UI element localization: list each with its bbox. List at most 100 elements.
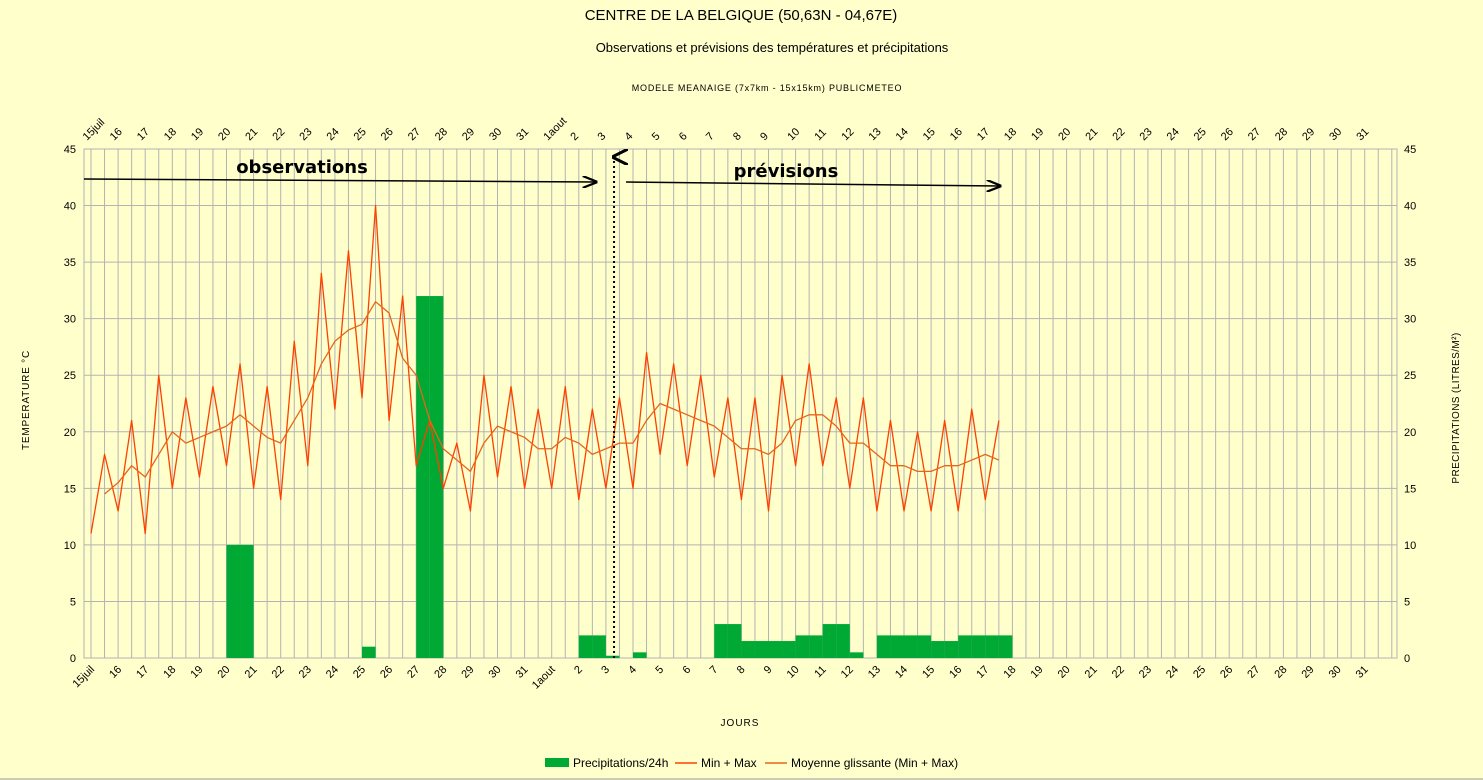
x-tick-label-top: 4 (623, 130, 636, 143)
chart-subtitle: Observations et prévisions des températu… (596, 40, 949, 55)
x-tick-label-bottom: 18 (161, 664, 178, 681)
x-tick-label-bottom: 20 (215, 664, 232, 681)
x-tick-label-bottom: 13 (866, 664, 883, 681)
x-tick-label-top: 15 (921, 126, 938, 143)
precipitation-bar (768, 641, 783, 658)
x-tick-label-bottom: 21 (1083, 664, 1100, 681)
model-label: MODELE MEANAIGE (7x7km - 15x15km) PUBLIC… (632, 83, 903, 93)
precipitation-bar (633, 652, 647, 658)
y-tick-label-left: 25 (64, 370, 76, 382)
legend: Precipitations/24h Min + Max Moyenne gli… (545, 756, 958, 770)
precipitation-bar (795, 635, 810, 658)
x-tick-label-top: 31 (1354, 126, 1371, 143)
ylabel-left: TEMPERATURE °C (21, 350, 32, 450)
x-tick-label-bottom: 24 (1164, 664, 1181, 681)
precipitation-bar (931, 641, 945, 658)
precipitation-bar (836, 624, 850, 658)
precipitation-bar (754, 641, 769, 658)
x-tick-label-bottom: 28 (1272, 664, 1289, 681)
precipitation-bar (998, 635, 1013, 658)
x-tick-label-bottom: 7 (708, 664, 721, 677)
x-tick-label-top: 14 (894, 126, 911, 143)
precipitation-bar (578, 635, 593, 658)
x-tick-label-bottom: 30 (486, 664, 503, 681)
x-tick-label-bottom: 23 (1137, 664, 1154, 681)
y-tick-label-left: 40 (64, 201, 76, 213)
x-tick-label-top: 2 (568, 130, 581, 143)
x-tick-label-top: 12 (839, 126, 856, 143)
x-tick-label-top: 16 (108, 126, 125, 143)
x-tick-label-bottom: 11 (812, 664, 829, 681)
line-min-max (90, 204, 1000, 535)
x-tick-label-bottom: 4 (626, 664, 639, 677)
x-tick-label-top: 30 (1327, 126, 1344, 143)
precipitation-bar (226, 544, 241, 658)
temperature-lines (90, 204, 1000, 535)
x-tick-label-bottom: 26 (1218, 664, 1235, 681)
x-tick-label-bottom: 24 (324, 664, 341, 681)
precipitation-bar (429, 296, 444, 658)
x-tick-label-bottom: 17 (134, 664, 151, 681)
x-tick-label-top: 18 (162, 126, 179, 143)
x-tick-label-top: 8 (731, 130, 744, 143)
x-tick-label-bottom: 28 (432, 664, 449, 681)
x-tick-label-top: 21 (243, 126, 260, 143)
x-tick-label-bottom: 29 (1299, 664, 1316, 681)
x-tick-label-bottom: 12 (839, 664, 856, 681)
x-tick-label-top: 24 (325, 126, 342, 143)
x-tick-label-bottom: 31 (514, 664, 531, 681)
precipitation-bar (958, 635, 972, 658)
x-tick-label-bottom: 27 (405, 664, 422, 681)
x-tick-label-bottom: 29 (459, 664, 476, 681)
precipitation-bar (917, 635, 932, 658)
x-tick-label-top: 10 (785, 126, 802, 143)
x-tick-label-top: 20 (216, 126, 233, 143)
precipitation-bar (971, 635, 986, 658)
x-tick-label-bottom: 18 (1001, 664, 1018, 681)
x-tick-label-bottom: 23 (297, 664, 314, 681)
x-tick-label-top: 22 (270, 126, 287, 143)
precipitation-bar (605, 655, 620, 658)
chart-title: CENTRE DE LA BELGIQUE (50,63N - 04,67E) (585, 7, 898, 24)
precipitation-bar (782, 641, 796, 658)
y-tick-label-right: 40 (1404, 201, 1416, 213)
y-tick-label-left: 10 (64, 540, 76, 552)
x-tick-label-bottom: 9 (762, 664, 775, 677)
x-tick-label-top: 28 (1273, 126, 1290, 143)
x-tick-label-bottom: 22 (270, 664, 287, 681)
x-tick-label-bottom: 19 (188, 664, 205, 681)
x-tick-label-bottom: 27 (1245, 664, 1262, 681)
precipitation-bar (362, 646, 376, 658)
x-tick-label-bottom: 5 (653, 664, 666, 677)
x-tick-label-top: 17 (975, 126, 992, 143)
x-tick-label-top: 27 (406, 126, 423, 143)
x-tick-label-bottom: 21 (243, 664, 260, 681)
y-tick-label-left: 35 (64, 257, 76, 269)
x-tick-label-bottom: 19 (1028, 664, 1045, 681)
x-tick-label-top: 15juil (81, 116, 108, 143)
x-tick-label-bottom: 1aout (530, 664, 558, 692)
x-tick-label-bottom: 15juil (70, 664, 97, 691)
precipitation-bar (727, 624, 742, 658)
x-tick-label-top: 3 (596, 130, 609, 143)
x-tick-label-top: 24 (1165, 126, 1182, 143)
x-tick-label-top: 19 (1029, 126, 1046, 143)
x-tick-label-top: 7 (704, 130, 717, 143)
x-tick-label-top: 13 (867, 126, 884, 143)
annotation-observations: observations (236, 157, 368, 178)
x-tick-label-top: 5 (650, 130, 663, 143)
x-tick-label-top: 21 (1083, 126, 1100, 143)
y-tick-label-right: 20 (1404, 427, 1416, 439)
y-tick-label-left: 0 (70, 653, 76, 665)
y-tick-label-left: 15 (64, 483, 76, 495)
observations-arrow (83, 179, 596, 182)
precipitation-bar (809, 635, 823, 658)
x-tick-label-bottom: 15 (920, 664, 937, 681)
x-tick-label-top: 1aout (541, 115, 569, 143)
y-tick-label-right: 25 (1404, 370, 1416, 382)
y-tick-label-right: 35 (1404, 257, 1416, 269)
x-tick-label-bottom: 31 (1354, 664, 1371, 681)
precipitation-bar (592, 635, 606, 658)
y-tick-label-right: 15 (1404, 483, 1416, 495)
